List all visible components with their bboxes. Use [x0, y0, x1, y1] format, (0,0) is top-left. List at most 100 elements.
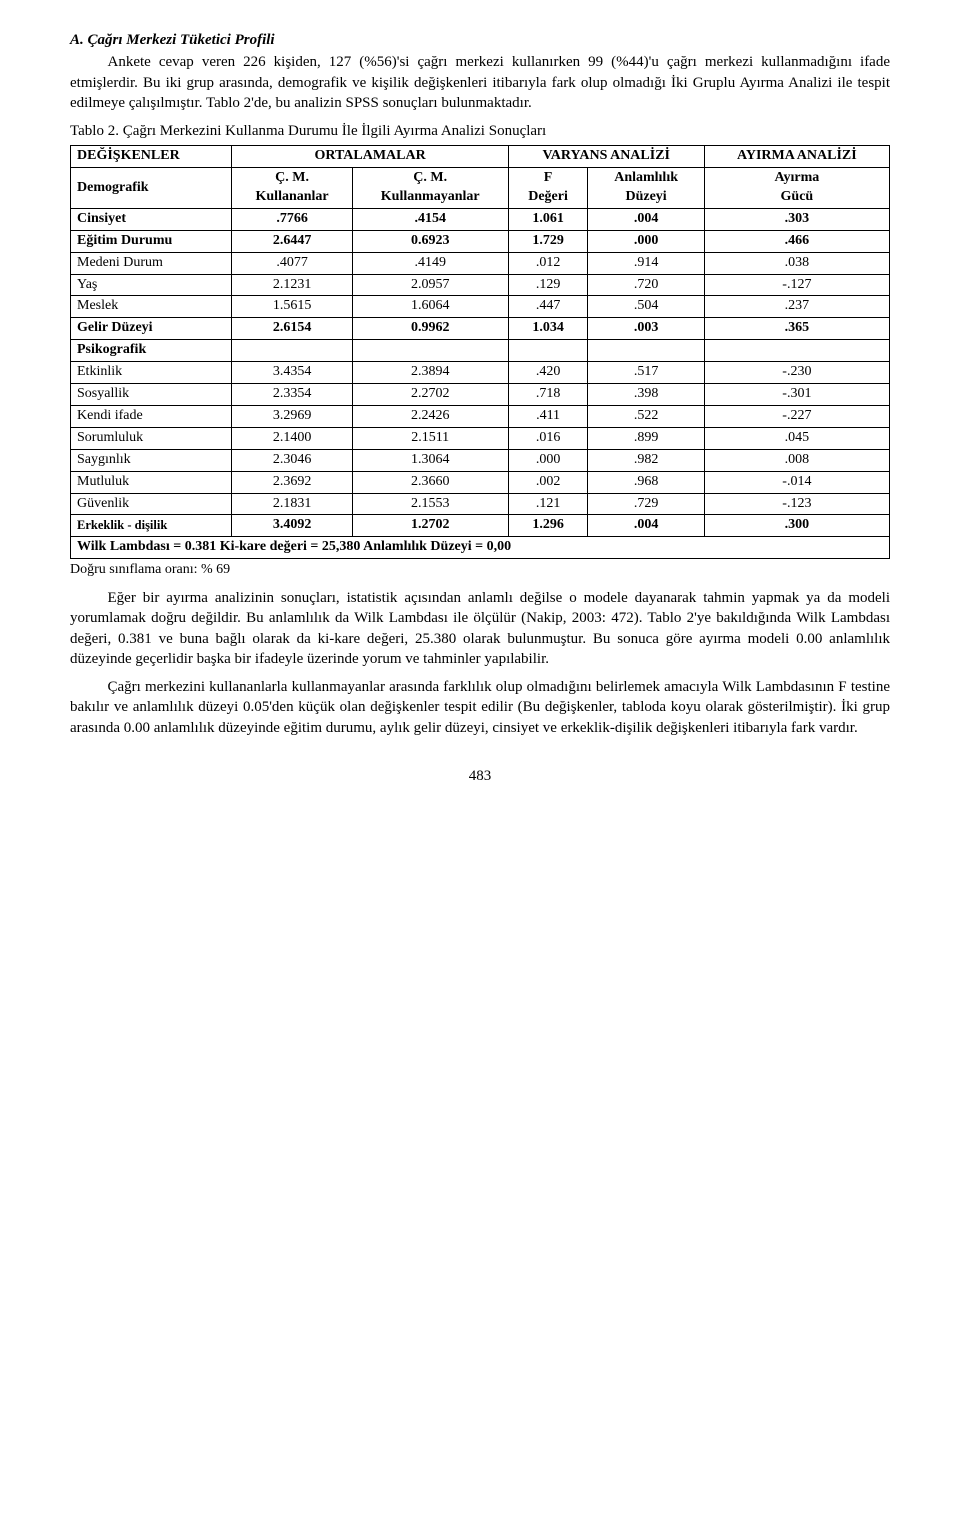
table-cell: 3.4354	[232, 362, 352, 384]
table-header-row-1: DEĞİŞKENLER ORTALAMALAR VARYANS ANALİZİ …	[71, 146, 890, 168]
table-cell: -.301	[704, 384, 889, 406]
table-cell: .411	[508, 405, 588, 427]
hdr-power: AyırmaGücü	[704, 168, 889, 209]
table-cell: Etkinlik	[71, 362, 232, 384]
table-cell: Mutluluk	[71, 471, 232, 493]
hdr-f: FDeğeri	[508, 168, 588, 209]
hdr-sig: AnlamlılıkDüzeyi	[588, 168, 704, 209]
table-cell: Meslek	[71, 296, 232, 318]
table-cell: .720	[588, 274, 704, 296]
table-row: Cinsiyet.7766.41541.061.004.303	[71, 208, 890, 230]
table-cell: 0.9962	[352, 318, 508, 340]
table-cell: .4077	[232, 252, 352, 274]
cell-psiko-label: Psikografik	[71, 340, 232, 362]
table-cell: .000	[508, 449, 588, 471]
table-cell: .466	[704, 230, 889, 252]
table-cell: .303	[704, 208, 889, 230]
table-cell: Medeni Durum	[71, 252, 232, 274]
table-cell: .045	[704, 427, 889, 449]
table-cell: .522	[588, 405, 704, 427]
table-cell: .000	[588, 230, 704, 252]
table-cell: Eğitim Durumu	[71, 230, 232, 252]
table-cell: 1.034	[508, 318, 588, 340]
table-cell: .016	[508, 427, 588, 449]
table-cell: .008	[704, 449, 889, 471]
row-wilk: Wilk Lambdası = 0.381 Ki-kare değeri = 2…	[71, 537, 890, 559]
hdr-kullanmayanlar: Ç. M.Kullanmayanlar	[352, 168, 508, 209]
table-cell: 0.6923	[352, 230, 508, 252]
table-cell: 2.1231	[232, 274, 352, 296]
analysis-table: DEĞİŞKENLER ORTALAMALAR VARYANS ANALİZİ …	[70, 145, 890, 559]
table-header-row-2: Demografik Ç. M.Kullananlar Ç. M.Kullanm…	[71, 168, 890, 209]
table-cell: 2.1553	[352, 493, 508, 515]
table-cell: Sosyallik	[71, 384, 232, 406]
hdr-variables: DEĞİŞKENLER	[71, 146, 232, 168]
table-row: Saygınlık2.30461.3064.000.982.008	[71, 449, 890, 471]
table-cell: .7766	[232, 208, 352, 230]
table-cell: .517	[588, 362, 704, 384]
table-cell: -.014	[704, 471, 889, 493]
hdr-means: ORTALAMALAR	[232, 146, 508, 168]
table-cell: -.127	[704, 274, 889, 296]
table-cell: 2.2426	[352, 405, 508, 427]
table-cell: .398	[588, 384, 704, 406]
table-row: Güvenlik2.18312.1553.121.729-.123	[71, 493, 890, 515]
table-cell: 2.6154	[232, 318, 352, 340]
table-cell: .121	[508, 493, 588, 515]
table-cell: .012	[508, 252, 588, 274]
table-cell: 1.2702	[352, 515, 508, 537]
table-cell: 1.5615	[232, 296, 352, 318]
table-cell: .447	[508, 296, 588, 318]
table-cell: .4149	[352, 252, 508, 274]
table-cell: Güvenlik	[71, 493, 232, 515]
table-cell: .968	[588, 471, 704, 493]
table-cell: .982	[588, 449, 704, 471]
table-cell: .038	[704, 252, 889, 274]
table-cell: .899	[588, 427, 704, 449]
table-cell: .718	[508, 384, 588, 406]
table-cell: .003	[588, 318, 704, 340]
table-cell: -.230	[704, 362, 889, 384]
table-row: Mutluluk2.36922.3660.002.968-.014	[71, 471, 890, 493]
cell-wilk: Wilk Lambdası = 0.381 Ki-kare değeri = 2…	[71, 537, 890, 559]
table-cell: 2.0957	[352, 274, 508, 296]
table-cell: .237	[704, 296, 889, 318]
classification-note: Doğru sınıflama oranı: % 69	[70, 561, 890, 580]
paragraph-intro: Ankete cevap veren 226 kişiden, 127 (%56…	[70, 52, 890, 113]
table-cell: Kendi ifade	[71, 405, 232, 427]
table-cell: .420	[508, 362, 588, 384]
table-cell: 3.2969	[232, 405, 352, 427]
table-cell: .300	[704, 515, 889, 537]
table-cell: .504	[588, 296, 704, 318]
table-row: Medeni Durum.4077.4149.012.914.038	[71, 252, 890, 274]
table-cell: .004	[588, 515, 704, 537]
table-row: Erkeklik - dişilik3.40921.27021.296.004.…	[71, 515, 890, 537]
table-row: Kendi ifade3.29692.2426.411.522-.227	[71, 405, 890, 427]
table-row: Meslek1.56151.6064.447.504.237	[71, 296, 890, 318]
table-cell: 2.3692	[232, 471, 352, 493]
table-cell: Gelir Düzeyi	[71, 318, 232, 340]
page-number: 483	[70, 766, 890, 786]
row-psiko-header: Psikografik	[71, 340, 890, 362]
table-row: Eğitim Durumu2.64470.69231.729.000.466	[71, 230, 890, 252]
table-cell: -.227	[704, 405, 889, 427]
table-cell: .914	[588, 252, 704, 274]
table-cell: 1.6064	[352, 296, 508, 318]
section-title: A. Çağrı Merkezi Tüketici Profili	[70, 30, 890, 50]
table-row: Sosyallik2.33542.2702.718.398-.301	[71, 384, 890, 406]
table-cell: 2.3660	[352, 471, 508, 493]
table-cell: 1.729	[508, 230, 588, 252]
table-cell: 1.296	[508, 515, 588, 537]
table-cell: 2.1400	[232, 427, 352, 449]
table-cell: Erkeklik - dişilik	[71, 515, 232, 537]
paragraph-2: Eğer bir ayırma analizinin sonuçları, is…	[70, 588, 890, 669]
table-row: Etkinlik3.43542.3894.420.517-.230	[71, 362, 890, 384]
table-cell: .729	[588, 493, 704, 515]
table-cell: 2.2702	[352, 384, 508, 406]
table-row: Sorumluluk2.14002.1511.016.899.045	[71, 427, 890, 449]
table-cell: 2.1831	[232, 493, 352, 515]
table-cell: .004	[588, 208, 704, 230]
paragraph-3: Çağrı merkezini kullananlarla kullanmaya…	[70, 677, 890, 738]
hdr-discrim: AYIRMA ANALİZİ	[704, 146, 889, 168]
table-cell: Sorumluluk	[71, 427, 232, 449]
